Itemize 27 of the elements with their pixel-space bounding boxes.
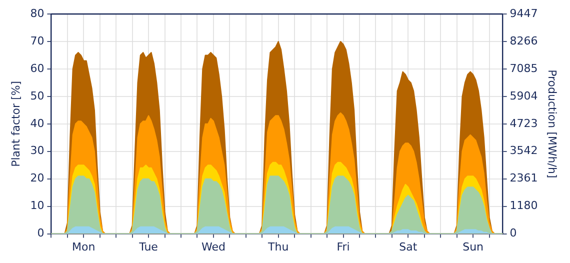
- y2-tick-label: 8266: [510, 34, 538, 48]
- y-tick-label: 80: [30, 6, 44, 20]
- y2-tick-label: 1180: [510, 199, 538, 212]
- x-tick-label: Fri: [336, 240, 350, 254]
- y2-tick-label: 5904: [510, 89, 538, 102]
- x-tick-label: Sat: [399, 240, 418, 254]
- y-tick-label: 30: [30, 144, 44, 158]
- y-tick-label: 50: [30, 89, 44, 102]
- x-tick-label: Tue: [138, 240, 158, 254]
- y-tick-label: 60: [30, 62, 44, 75]
- y-tick-label: 0: [37, 226, 44, 240]
- y-axis-title: Plant factor [%]: [9, 80, 22, 167]
- y2-tick-label: 9447: [510, 6, 538, 20]
- x-tick-label: Wed: [201, 240, 226, 254]
- x-tick-label: Sun: [462, 240, 484, 254]
- y2-axis-title: Production [MWh/h]: [546, 70, 559, 178]
- y-tick-label: 20: [30, 172, 44, 185]
- y2-tick-label: 0: [510, 226, 517, 240]
- y-tick-label: 10: [30, 199, 44, 212]
- y-tick-label: 70: [30, 34, 44, 48]
- x-tick-label: Thu: [267, 240, 289, 254]
- y2-tick-label: 7085: [510, 62, 538, 75]
- y2-tick-label: 3542: [510, 144, 538, 158]
- x-tick-label: Mon: [72, 240, 96, 254]
- y2-tick-label: 2361: [510, 172, 538, 185]
- y2-tick-label: 4723: [510, 116, 538, 130]
- y-tick-label: 40: [30, 116, 44, 130]
